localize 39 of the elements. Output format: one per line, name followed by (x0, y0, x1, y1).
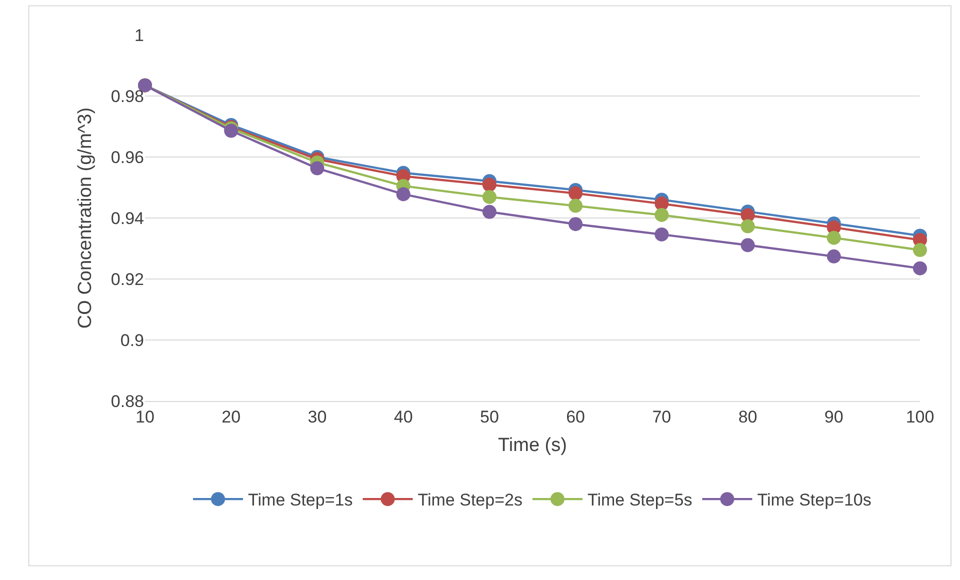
x-tick-label: 60 (566, 407, 586, 426)
point (568, 217, 583, 232)
x-tick-label: 70 (652, 407, 672, 426)
point (826, 230, 841, 245)
y-tick-label: 0.98 (110, 86, 144, 106)
legend-label: Time Step=10s (757, 490, 872, 510)
point (740, 238, 755, 252)
x-tick-label: 30 (308, 407, 327, 426)
y-tick-label: 0.9 (120, 330, 144, 350)
point (482, 190, 496, 204)
point (654, 196, 669, 211)
point (310, 161, 324, 176)
legend-label: Time Step=5s (587, 490, 692, 510)
legend-label: Time Step=2s (418, 490, 522, 510)
point (740, 219, 755, 234)
x-tick-label: 50 (480, 407, 499, 426)
x-tick-label: 100 (906, 407, 934, 426)
point (654, 208, 669, 222)
y-tick-label: 1 (134, 26, 144, 45)
x-axis-title: Time (s) (498, 435, 567, 456)
x-tick-label: 20 (222, 407, 241, 426)
point (482, 178, 496, 192)
point (482, 204, 496, 219)
point (654, 227, 669, 242)
x-tick-label: 40 (394, 407, 413, 426)
legend-label: Time Step=1s (248, 490, 353, 510)
x-tick-label: 90 (824, 407, 844, 426)
y-tick-label: 0.96 (110, 148, 144, 167)
point (568, 186, 583, 200)
y-axis-title: CO Concentration (g/m^3) (74, 107, 96, 329)
point (913, 261, 927, 276)
y-tick-label: 0.92 (110, 270, 144, 289)
y-tick-label: 0.94 (110, 208, 144, 228)
point (913, 243, 927, 258)
point (396, 187, 410, 202)
point (826, 249, 841, 264)
point (568, 198, 583, 213)
point (224, 124, 238, 138)
x-tick-label: 80 (738, 407, 758, 426)
